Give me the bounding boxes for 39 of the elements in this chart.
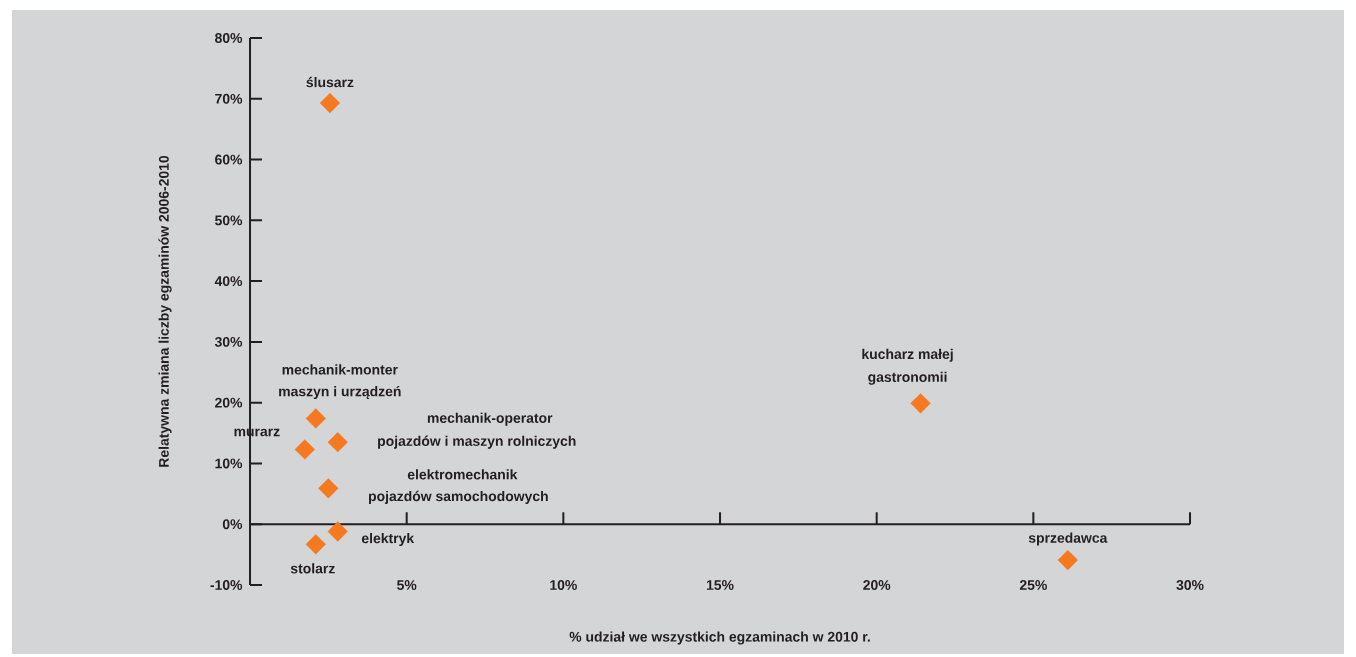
annotation: stolarz <box>290 563 335 574</box>
annotation: ślusarz <box>306 76 354 88</box>
point <box>305 408 326 429</box>
y-axis-title: Relatywna zmiana liczby egzaminów 2006-2010 <box>158 155 172 467</box>
y-tick-label: 50% <box>215 215 243 226</box>
x-axis-title: % udział we wszystkich egzaminach w 2010 r. <box>569 631 870 645</box>
point <box>327 432 348 453</box>
annotation: elektromechanik <box>407 469 518 480</box>
annotation: mechanik-operator <box>427 412 553 426</box>
y-tick-label: 30% <box>214 336 243 347</box>
annotation: elektryk <box>361 533 415 547</box>
point <box>318 478 339 499</box>
point <box>294 439 315 460</box>
x-tick-label: 25% <box>1019 580 1047 590</box>
x-tick-label: 20% <box>863 580 891 590</box>
y-tick-label: 10% <box>215 458 243 469</box>
annotation: sprzedawca <box>1028 532 1108 546</box>
y-tick-label: 60% <box>215 154 243 165</box>
y-tick-label: 70% <box>215 93 243 104</box>
annotation: mechanik-monter <box>282 364 398 375</box>
y-tick-label: 0% <box>222 519 243 530</box>
x-tick-label: 30% <box>1176 580 1204 590</box>
annotation: pojazdów samochodowych <box>368 490 548 504</box>
x-tick-label: 15% <box>706 580 734 590</box>
point <box>319 92 341 114</box>
point <box>1057 549 1078 571</box>
point <box>910 393 931 414</box>
annotation: maszyn i urządzeń <box>279 385 401 400</box>
annotation: kucharz małej <box>862 348 953 362</box>
annotation: pojazdów i maszyn rolniczych <box>378 435 576 449</box>
annotation: gastronomii <box>868 371 947 385</box>
y-tick-label: 40% <box>214 276 243 287</box>
y-tick-label: 20% <box>215 397 243 408</box>
y-tick-label: 80% <box>215 33 243 43</box>
point <box>327 521 348 542</box>
y-tick-label: -10% <box>210 580 243 590</box>
point <box>305 534 326 555</box>
x-tick-label: 5% <box>397 580 417 590</box>
x-tick-label: 10% <box>550 580 577 590</box>
